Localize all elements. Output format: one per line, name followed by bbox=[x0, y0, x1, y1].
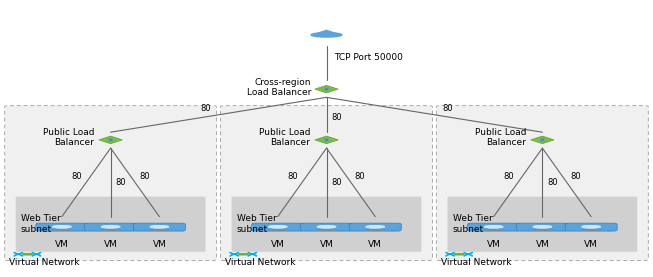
FancyBboxPatch shape bbox=[370, 229, 380, 230]
FancyBboxPatch shape bbox=[251, 223, 304, 231]
Text: VM: VM bbox=[104, 240, 118, 248]
Text: 80: 80 bbox=[571, 172, 581, 181]
Ellipse shape bbox=[323, 88, 330, 90]
FancyBboxPatch shape bbox=[447, 197, 637, 252]
Text: 80: 80 bbox=[547, 178, 558, 187]
Text: Public Load
Balancer: Public Load Balancer bbox=[475, 128, 526, 147]
Text: 80: 80 bbox=[139, 172, 150, 181]
Text: VM: VM bbox=[319, 240, 334, 248]
Text: TCP Port 50000: TCP Port 50000 bbox=[334, 53, 403, 63]
Text: VM: VM bbox=[584, 240, 598, 248]
Polygon shape bbox=[315, 85, 338, 93]
Text: 80: 80 bbox=[115, 178, 126, 187]
FancyBboxPatch shape bbox=[106, 229, 116, 230]
Text: VM: VM bbox=[486, 240, 501, 248]
Text: 80: 80 bbox=[287, 172, 298, 181]
FancyBboxPatch shape bbox=[300, 223, 353, 231]
Polygon shape bbox=[99, 136, 122, 144]
Text: Virtual Network: Virtual Network bbox=[9, 258, 80, 268]
FancyBboxPatch shape bbox=[489, 229, 498, 230]
Text: VM: VM bbox=[152, 240, 167, 248]
Text: Public Load
Balancer: Public Load Balancer bbox=[259, 128, 310, 147]
Polygon shape bbox=[317, 30, 336, 33]
Ellipse shape bbox=[150, 225, 169, 228]
Text: 80: 80 bbox=[331, 178, 342, 187]
Text: 80: 80 bbox=[332, 113, 342, 122]
Ellipse shape bbox=[107, 139, 114, 141]
Ellipse shape bbox=[321, 32, 332, 34]
FancyBboxPatch shape bbox=[5, 106, 217, 261]
FancyBboxPatch shape bbox=[273, 229, 283, 230]
Text: VM: VM bbox=[271, 240, 285, 248]
Text: 80: 80 bbox=[503, 172, 514, 181]
Polygon shape bbox=[315, 136, 338, 144]
FancyBboxPatch shape bbox=[322, 229, 331, 230]
Ellipse shape bbox=[323, 139, 330, 141]
Ellipse shape bbox=[101, 225, 120, 228]
Ellipse shape bbox=[541, 139, 544, 140]
Circle shape bbox=[29, 253, 32, 255]
Circle shape bbox=[242, 253, 245, 255]
FancyBboxPatch shape bbox=[436, 106, 648, 261]
Text: Public Load
Balancer: Public Load Balancer bbox=[43, 128, 95, 147]
Ellipse shape bbox=[581, 225, 601, 228]
Circle shape bbox=[245, 253, 248, 255]
Text: Cross-region
Load Balancer: Cross-region Load Balancer bbox=[247, 78, 311, 98]
Text: Virtual Network: Virtual Network bbox=[225, 258, 296, 268]
FancyBboxPatch shape bbox=[565, 223, 617, 231]
FancyBboxPatch shape bbox=[221, 106, 432, 261]
Text: VM: VM bbox=[55, 240, 69, 248]
Ellipse shape bbox=[317, 225, 336, 228]
Circle shape bbox=[461, 253, 464, 255]
FancyBboxPatch shape bbox=[133, 223, 185, 231]
Ellipse shape bbox=[533, 225, 552, 228]
Ellipse shape bbox=[484, 225, 503, 228]
Text: 80: 80 bbox=[72, 172, 82, 181]
Circle shape bbox=[458, 253, 461, 255]
Ellipse shape bbox=[325, 139, 328, 140]
Text: Web Tier
subnet: Web Tier subnet bbox=[21, 214, 61, 234]
Ellipse shape bbox=[109, 139, 112, 140]
Ellipse shape bbox=[311, 33, 342, 37]
FancyBboxPatch shape bbox=[468, 223, 520, 231]
Text: 80: 80 bbox=[442, 104, 453, 112]
FancyBboxPatch shape bbox=[537, 229, 547, 230]
FancyBboxPatch shape bbox=[349, 223, 402, 231]
FancyBboxPatch shape bbox=[85, 223, 136, 231]
Ellipse shape bbox=[539, 139, 546, 141]
FancyBboxPatch shape bbox=[57, 229, 67, 230]
FancyBboxPatch shape bbox=[36, 223, 88, 231]
FancyBboxPatch shape bbox=[517, 223, 568, 231]
Circle shape bbox=[454, 253, 458, 255]
Text: VM: VM bbox=[535, 240, 549, 248]
Circle shape bbox=[238, 253, 242, 255]
Text: Web Tier
subnet: Web Tier subnet bbox=[237, 214, 276, 234]
FancyBboxPatch shape bbox=[16, 197, 206, 252]
Text: 80: 80 bbox=[200, 104, 211, 112]
Ellipse shape bbox=[325, 89, 328, 90]
Text: VM: VM bbox=[368, 240, 382, 248]
Text: Virtual Network: Virtual Network bbox=[441, 258, 511, 268]
Circle shape bbox=[22, 253, 25, 255]
Polygon shape bbox=[531, 136, 554, 144]
Ellipse shape bbox=[366, 225, 385, 228]
FancyBboxPatch shape bbox=[155, 229, 164, 230]
Circle shape bbox=[25, 253, 29, 255]
Text: Web Tier
subnet: Web Tier subnet bbox=[453, 214, 492, 234]
Ellipse shape bbox=[52, 225, 72, 228]
FancyBboxPatch shape bbox=[232, 197, 421, 252]
FancyBboxPatch shape bbox=[586, 229, 596, 230]
Ellipse shape bbox=[268, 225, 287, 228]
Text: 80: 80 bbox=[355, 172, 366, 181]
